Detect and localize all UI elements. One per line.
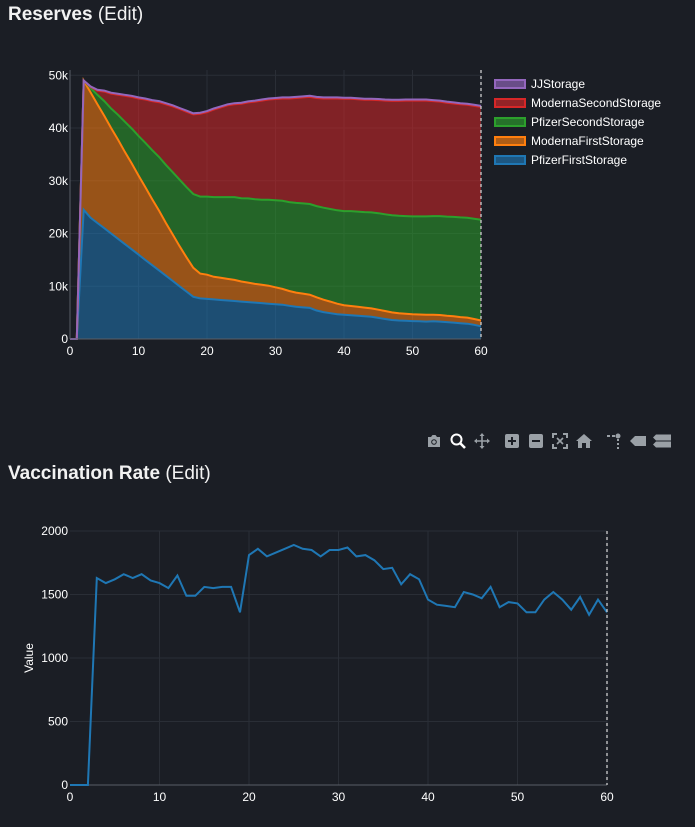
vaccination-x-tick-label: 10 — [153, 790, 167, 804]
legend-label-PfizerFirstStorage[interactable]: PfizerFirstStorage — [531, 153, 627, 167]
line-JJStorage[interactable] — [70, 78, 482, 340]
vaccination-y-axis-title: Value — [22, 643, 36, 673]
legend-swatch-ModernaFirstStorage[interactable] — [494, 136, 526, 146]
reserves-x-tick-label: 40 — [337, 344, 351, 358]
reserves-x-tick-label: 30 — [269, 344, 283, 358]
reserves-x-tick-label: 60 — [474, 344, 488, 358]
line-PfizerFirstStorage[interactable] — [70, 207, 482, 340]
vaccination-x-tick-label: 40 — [421, 790, 435, 804]
vaccination-y-tick-label: 0 — [61, 778, 68, 792]
reserves-y-tick-label: 10k — [49, 279, 69, 293]
reserves-x-tick-label: 20 — [200, 344, 214, 358]
autoscale-icon[interactable] — [550, 432, 570, 450]
vaccination-rate-line[interactable] — [70, 543, 608, 786]
spike-lines-icon[interactable] — [604, 432, 624, 450]
vaccination-y-tick-label: 500 — [48, 715, 68, 729]
vaccination-title: Vaccination Rate (Edit) — [8, 463, 211, 485]
reset-axes-icon[interactable] — [574, 432, 594, 450]
reserves-x-tick-label: 10 — [132, 344, 146, 358]
reserves-y-tick-label: 30k — [49, 174, 69, 188]
area-PfizerFirstStorage[interactable] — [70, 209, 481, 339]
reserves-y-tick-label: 40k — [49, 121, 69, 135]
legend-swatch-PfizerSecondStorage[interactable] — [494, 117, 526, 127]
line-PfizerSecondStorage[interactable] — [70, 78, 482, 340]
legend-label-ModernaSecondStorage[interactable]: ModernaSecondStorage — [531, 96, 661, 110]
hover-closest-icon[interactable] — [628, 432, 648, 450]
legend-swatch-JJStorage[interactable] — [494, 79, 526, 89]
line-ModernaFirstStorage[interactable] — [70, 76, 482, 340]
legend-swatch-PfizerFirstStorage[interactable] — [494, 155, 526, 165]
vaccination-y-tick-label: 1500 — [41, 588, 68, 602]
vaccination-y-tick-label: 1000 — [41, 651, 68, 665]
chart-modebar — [424, 432, 676, 450]
vaccination-x-tick-label: 20 — [242, 790, 256, 804]
vaccination-title-text: Vaccination Rate — [8, 463, 161, 484]
reserves-title-text: Reserves — [8, 4, 93, 25]
zoom-in-icon[interactable] — [502, 432, 522, 450]
vaccination-y-tick-label: 2000 — [41, 524, 68, 538]
area-ModernaSecondStorage[interactable] — [70, 80, 481, 340]
vaccination-edit-link[interactable]: (Edit) — [165, 463, 211, 484]
vaccination-x-tick-label: 30 — [332, 790, 346, 804]
reserves-y-tick-label: 20k — [49, 227, 69, 241]
reserves-title: Reserves (Edit) — [8, 4, 143, 26]
reserves-x-tick-label: 0 — [67, 344, 74, 358]
area-ModernaFirstStorage[interactable] — [70, 80, 481, 340]
vaccination-x-tick-label: 50 — [511, 790, 525, 804]
reserves-edit-link[interactable]: (Edit) — [97, 4, 144, 25]
vaccination-x-tick-label: 0 — [67, 790, 74, 804]
reserves-y-tick-label: 50k — [49, 68, 69, 82]
pan-icon[interactable] — [472, 432, 492, 450]
reserves-y-tick-label: 0 — [61, 332, 68, 346]
area-PfizerSecondStorage[interactable] — [70, 80, 481, 340]
reserves-chart[interactable]: 0 10 20 30 40 50 60 0 10k 20k 30k 40k 50k JJStorage Mo… — [0, 0, 695, 380]
legend-label-PfizerSecondStorage[interactable]: PfizerSecondStorage — [531, 115, 645, 129]
hover-compare-icon[interactable] — [652, 432, 672, 450]
legend-label-JJStorage[interactable]: JJStorage — [531, 77, 585, 91]
zoom-icon[interactable] — [448, 432, 468, 450]
vaccination-x-tick-label: 60 — [600, 790, 614, 804]
legend-label-ModernaFirstStorage[interactable]: ModernaFirstStorage — [531, 134, 644, 148]
legend-swatch-ModernaSecondStorage[interactable] — [494, 98, 526, 108]
camera-icon[interactable] — [424, 432, 444, 450]
reserves-x-tick-label: 50 — [406, 344, 420, 358]
zoom-out-icon[interactable] — [526, 432, 546, 450]
